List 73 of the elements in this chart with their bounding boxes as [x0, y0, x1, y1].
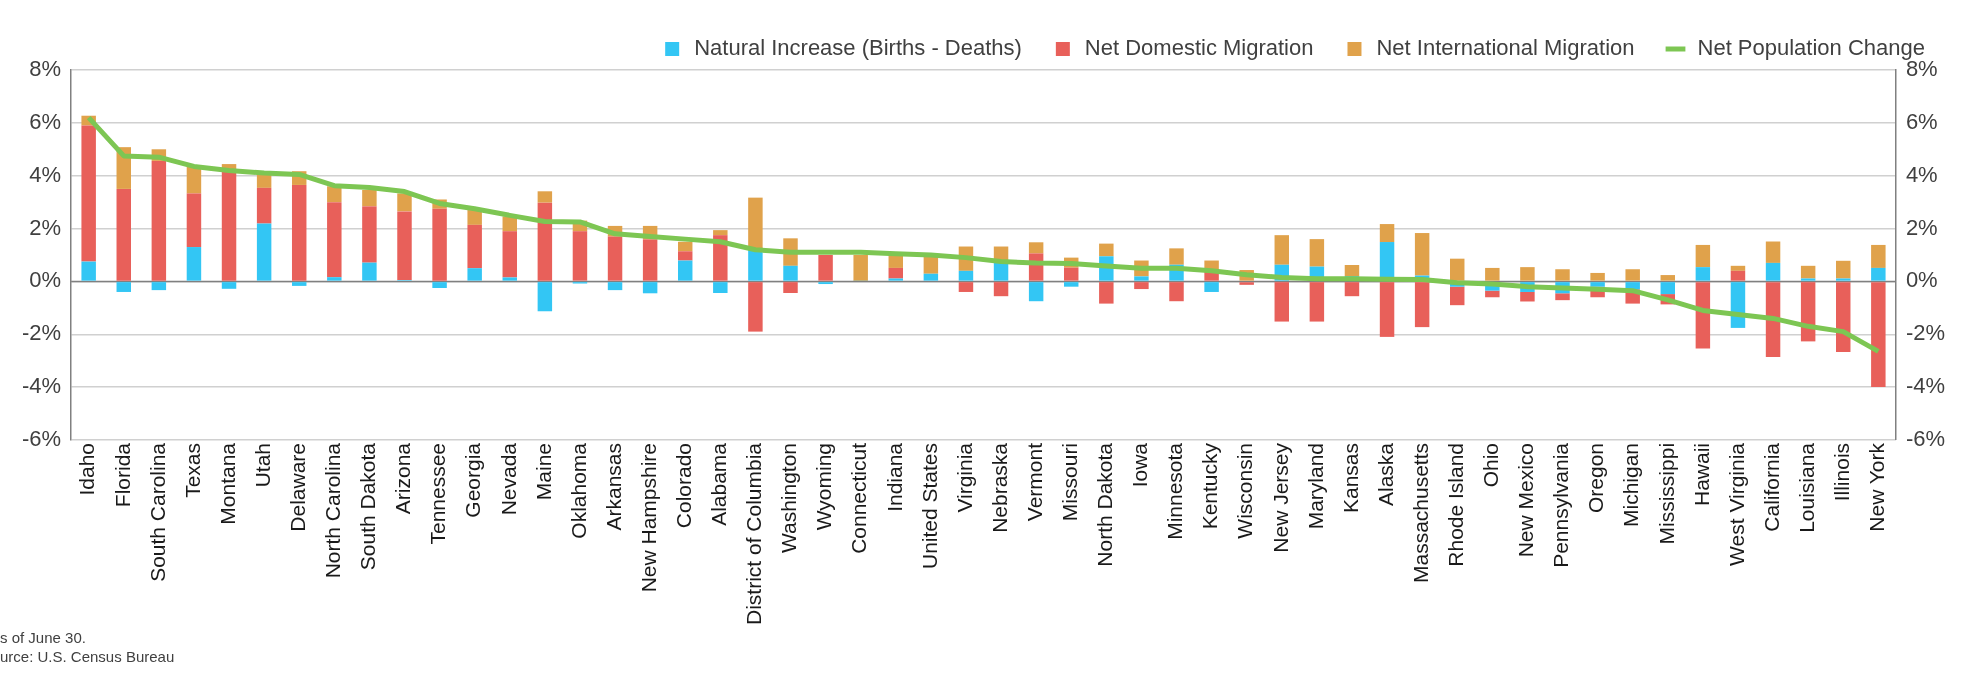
x-tick-label: Illinois: [1830, 442, 1854, 502]
x-tick-label: Arkansas: [601, 442, 625, 531]
x-tick-label: Oregon: [1584, 442, 1608, 513]
x-tick-label: Rhode Island: [1444, 442, 1468, 567]
x-tick-label: Wyoming: [812, 442, 836, 531]
x-tick-label: Iowa: [1128, 442, 1152, 488]
y-tick-label: 4%: [29, 161, 62, 187]
x-tick-label: Alaska: [1373, 442, 1397, 506]
x-tick-label: North Carolina: [321, 442, 345, 579]
x-tick-label: West Virginia: [1724, 442, 1748, 566]
x-tick-label: Mississippi: [1654, 442, 1678, 545]
x-tick-label: New Jersey: [1268, 442, 1292, 553]
y2-tick-label: -4%: [1905, 373, 1945, 399]
x-tick-label: Colorado: [672, 442, 696, 529]
x-tick-label: Georgia: [461, 442, 485, 518]
x-tick-label: District of Columbia: [742, 442, 766, 626]
x-tick-label: Ohio: [1479, 442, 1503, 488]
y2-tick-label: -2%: [1905, 320, 1945, 346]
y2-tick-label: 6%: [1905, 108, 1938, 134]
x-tick-label: Oklahoma: [566, 442, 590, 539]
x-tick-label: Hawaii: [1689, 442, 1713, 506]
y-tick-label: 8%: [29, 56, 62, 82]
x-tick-label: Maine: [531, 442, 555, 501]
x-tick-label: Missouri: [1058, 442, 1082, 522]
x-tick-label: Louisiana: [1794, 442, 1818, 533]
y-tick-label: -6%: [22, 426, 62, 452]
x-tick-label: New Mexico: [1514, 442, 1538, 558]
x-tick-label: Idaho: [75, 442, 99, 496]
x-tick-label: Nevada: [496, 442, 520, 516]
y2-tick-label: 4%: [1905, 161, 1938, 187]
x-tick-label: Connecticut: [847, 442, 871, 554]
x-tick-label: Washington: [777, 442, 801, 554]
legend-label: Natural Increase (Births - Deaths): [694, 35, 1022, 61]
x-tick-label: Indiana: [882, 442, 906, 512]
y-tick-label: 0%: [29, 267, 62, 293]
x-tick-label: Nebraska: [987, 442, 1011, 533]
text: s of June 30.: [0, 628, 87, 647]
x-tick-label: Minnesota: [1163, 442, 1187, 540]
legend-label: Net International Migration: [1376, 35, 1635, 61]
x-tick-label: Florida: [110, 442, 134, 508]
y2-tick-label: -6%: [1905, 426, 1945, 452]
x-tick-label: Kentucky: [1198, 442, 1222, 530]
x-tick-label: United States: [917, 442, 941, 570]
x-tick-label: Vermont: [1022, 442, 1046, 522]
y-tick-label: -4%: [22, 373, 62, 399]
y-tick-label: 2%: [29, 214, 62, 240]
x-tick-label: Tennessee: [426, 442, 450, 545]
x-tick-label: Alabama: [707, 442, 731, 526]
y-tick-label: -2%: [22, 320, 62, 346]
legend-label: Net Domestic Migration: [1084, 35, 1314, 61]
x-tick-label: South Dakota: [356, 442, 380, 571]
x-tick-label: Utah: [250, 442, 274, 488]
y2-tick-label: 2%: [1905, 214, 1938, 240]
x-tick-label: Maryland: [1303, 442, 1327, 530]
x-tick-label: Massachusetts: [1408, 442, 1432, 584]
y-tick-label: 6%: [29, 108, 62, 134]
x-tick-label: North Dakota: [1093, 442, 1117, 567]
text: urce: U.S. Census Bureau: [0, 647, 176, 666]
x-tick-label: South Carolina: [145, 442, 169, 582]
x-tick-label: Virginia: [952, 442, 976, 513]
legend-label: Net Population Change: [1697, 35, 1925, 61]
x-tick-label: Arizona: [391, 442, 415, 515]
x-tick-label: Delaware: [286, 442, 310, 532]
x-tick-label: Montana: [215, 442, 239, 525]
x-tick-label: Wisconsin: [1233, 442, 1257, 539]
x-tick-label: New Hampshire: [636, 442, 660, 593]
x-tick-label: Texas: [180, 442, 204, 498]
x-tick-label: Pennsylvania: [1549, 442, 1573, 568]
x-tick-label: California: [1759, 442, 1783, 532]
x-tick-label: Michigan: [1619, 442, 1643, 527]
x-tick-label: New York: [1865, 442, 1889, 532]
y2-tick-label: 0%: [1905, 267, 1938, 293]
x-tick-label: Kansas: [1338, 442, 1362, 513]
